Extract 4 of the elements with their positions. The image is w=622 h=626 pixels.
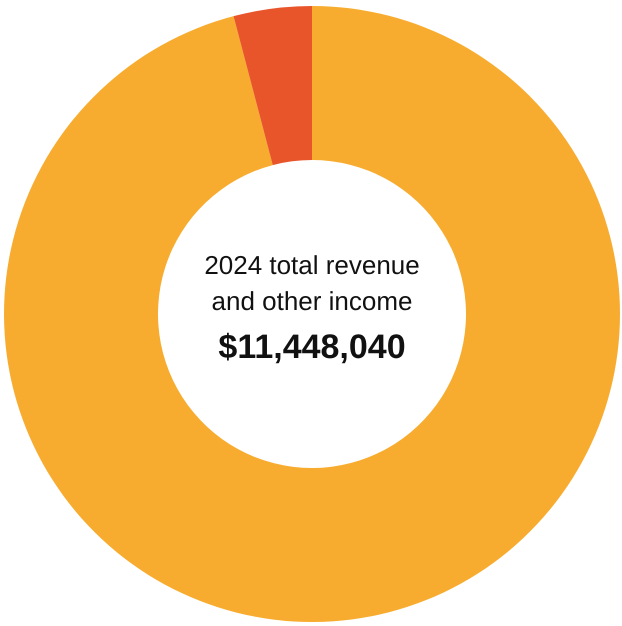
text: $11,448,040 <box>218 328 406 366</box>
donut-slice <box>4 6 620 622</box>
text: 2024 total revenue and other income <box>204 250 420 316</box>
donut-slice <box>234 6 312 166</box>
